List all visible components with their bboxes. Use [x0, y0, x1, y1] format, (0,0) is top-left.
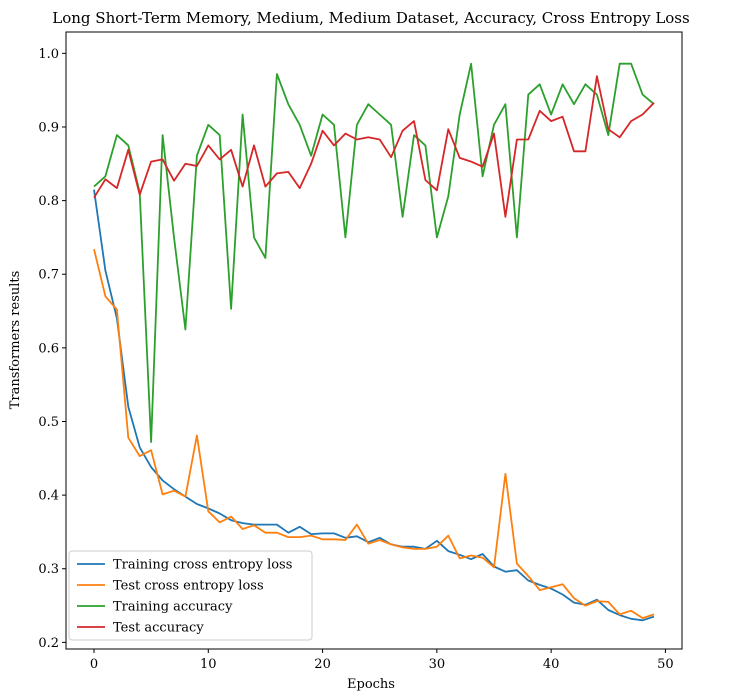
y-tick-label: 1.0	[38, 47, 59, 62]
legend-box	[68, 550, 313, 641]
y-axis: 0.2 0.3 0.4 0.5 0.6 0.7 0.8 0.9 1.0	[38, 47, 66, 651]
x-tick-label: 50	[657, 657, 674, 672]
legend-label: Test accuracy	[113, 621, 204, 636]
plot-area	[93, 62, 655, 622]
series-line-4	[93, 75, 655, 218]
x-axis: 0 10 20 30 40 50	[90, 649, 674, 672]
y-tick-label: 0.6	[38, 341, 59, 356]
x-tick-label: 10	[200, 657, 217, 672]
series-line-1	[93, 189, 655, 622]
y-tick-label: 0.2	[38, 636, 59, 651]
legend: Training cross entropy loss Test cross en…	[68, 550, 313, 641]
legend-label: Training cross entropy loss	[113, 558, 292, 573]
series-line-2	[93, 248, 655, 619]
plot-frame	[65, 31, 683, 650]
y-tick-label: 0.8	[38, 194, 59, 209]
y-tick-label: 0.9	[38, 120, 59, 135]
x-tick-label: 0	[90, 657, 98, 672]
y-tick-label: 0.5	[38, 415, 59, 430]
y-tick-label: 0.4	[38, 489, 59, 504]
chart-title: Long Short-Term Memory, Medium, Medium D…	[52, 9, 689, 27]
legend-label: Training accuracy	[113, 600, 233, 615]
x-tick-label: 40	[543, 657, 560, 672]
x-tick-label: 30	[429, 657, 446, 672]
x-axis-label: Epochs	[347, 677, 395, 692]
series-line-3	[93, 62, 655, 444]
y-axis-label: Transformers results	[8, 271, 23, 410]
y-tick-label: 0.7	[38, 268, 59, 283]
y-tick-label: 0.3	[38, 562, 59, 577]
legend-label: Test cross entropy loss	[113, 579, 264, 594]
x-tick-label: 20	[314, 657, 331, 672]
